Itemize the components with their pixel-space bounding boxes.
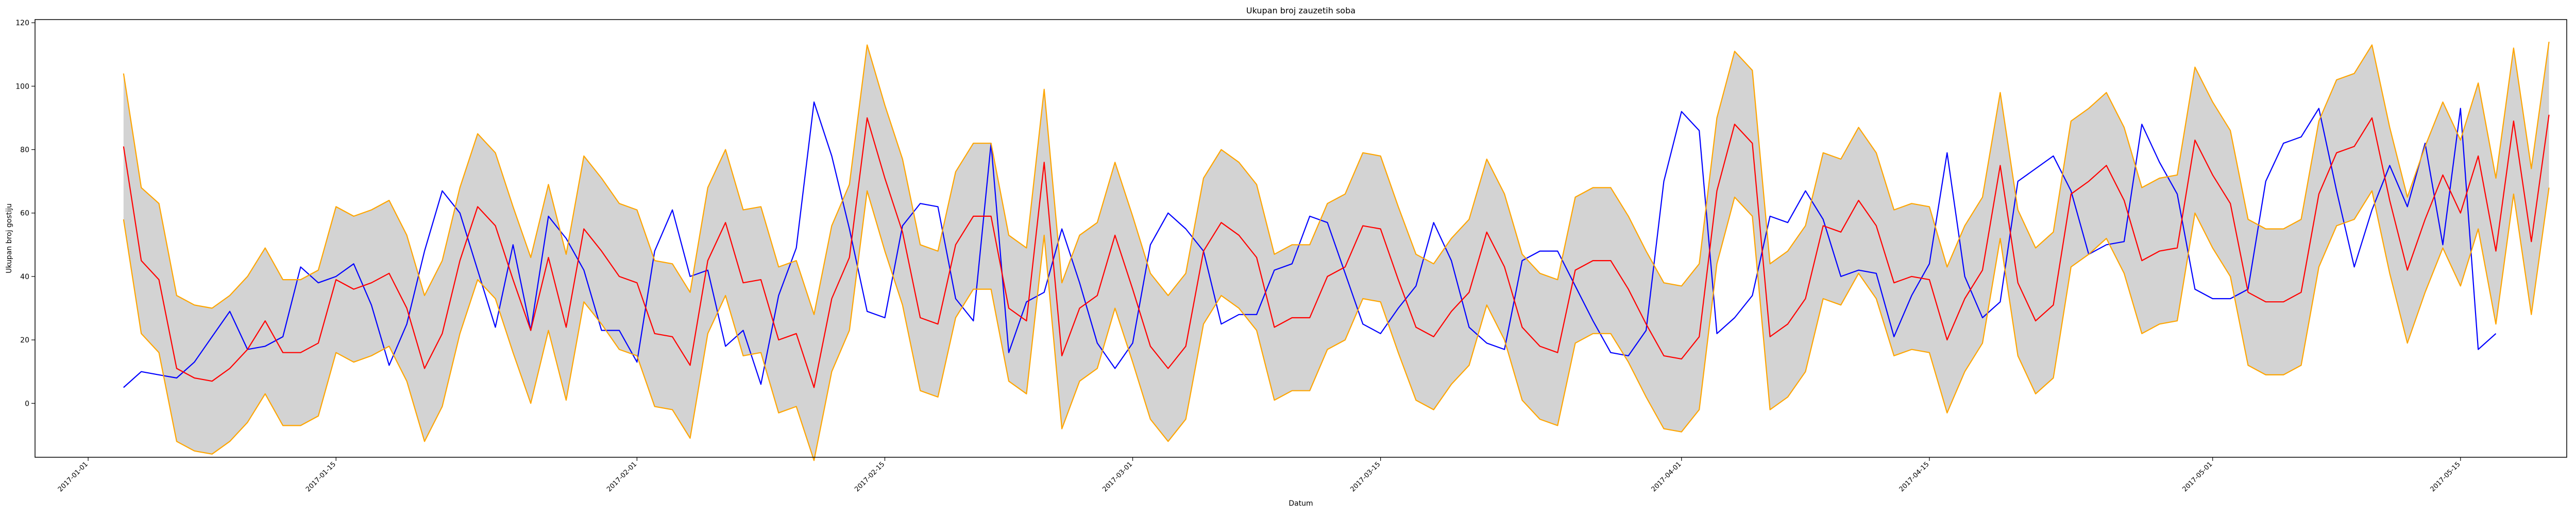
y-tick-label: 120 <box>15 19 29 27</box>
band-lower-line <box>123 187 2550 461</box>
plot-area <box>123 41 2550 461</box>
y-axis: 0 20 40 60 80 100 120 <box>15 19 35 408</box>
y-tick-label: 100 <box>15 82 29 91</box>
x-axis-label: Datum <box>1289 499 1313 508</box>
confidence-band <box>123 42 2549 461</box>
chart-title: Ukupan broj zauzetih soba <box>1246 6 1355 15</box>
y-tick-label: 0 <box>25 400 29 408</box>
y-tick-label: 20 <box>20 336 29 344</box>
series-line-1 <box>123 114 2550 388</box>
y-tick-label: 80 <box>20 146 29 154</box>
y-axis-label: Ukupan broj gostiju <box>5 203 13 273</box>
y-tick-label: 40 <box>20 273 29 281</box>
series-line-0 <box>123 101 2497 388</box>
plot-frame <box>35 19 2567 458</box>
band-upper-line <box>123 41 2550 315</box>
y-tick-label: 60 <box>20 210 29 218</box>
